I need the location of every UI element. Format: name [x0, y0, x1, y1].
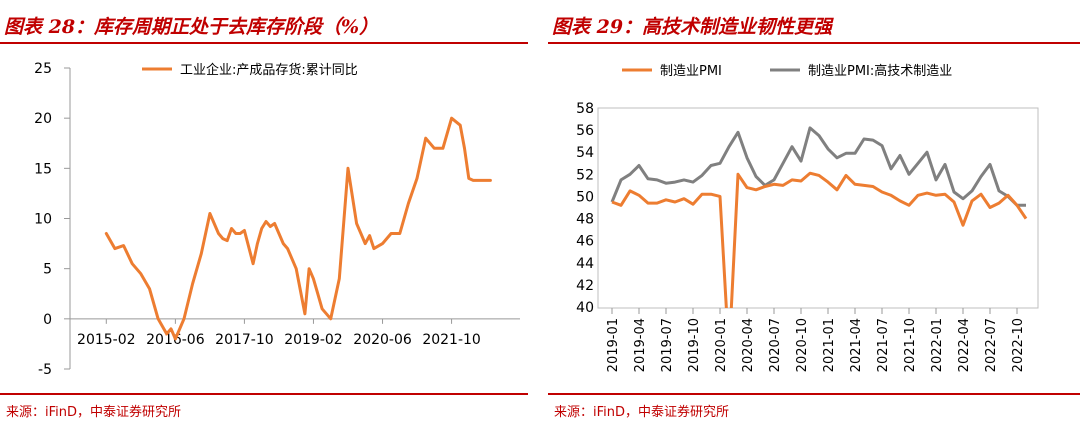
source-note: 来源：iFinD，中泰证券研究所: [554, 405, 730, 420]
source-divider: [0, 393, 528, 395]
y-tick-label: 5: [43, 262, 52, 278]
y-tick-label: 52: [576, 167, 594, 183]
title-divider: [0, 42, 528, 44]
source-divider: [548, 393, 1080, 395]
x-tick-label: 2020-10: [795, 318, 810, 372]
plot-frame: [597, 107, 1039, 309]
y-tick-label: 10: [34, 212, 52, 228]
x-tick-label: 2021-10: [903, 318, 918, 372]
x-tick-label: 2021-07: [876, 318, 891, 372]
series-line-hightech-pmi: [610, 126, 1026, 207]
x-tick-label: 2020-01: [714, 318, 729, 372]
y-tick-label: 46: [576, 234, 594, 250]
x-tick-label: 2022-10: [1011, 318, 1026, 372]
series-line-manufacturing-pmi: [611, 171, 1028, 308]
y-tick-label: 50: [576, 189, 594, 205]
y-tick-label: 48: [576, 212, 594, 228]
y-tick-label: -5: [38, 362, 52, 378]
y-tick-label: 58: [576, 101, 594, 117]
right-chart-panel: 图表 29：高技术制造业韧性更强 40 42 44 46 48 50 52 54 56 58 201…: [548, 0, 1080, 425]
y-tick-label: 42: [576, 278, 594, 294]
y-tick-label: 44: [576, 256, 594, 272]
source-note: 来源：iFinD，中泰证券研究所: [6, 405, 182, 420]
x-tick-label: 2021-04: [849, 318, 864, 372]
x-tick-label: 2019-10: [687, 318, 702, 372]
y-tick-label: 0: [43, 312, 52, 328]
x-tick-label: 2019-07: [660, 318, 675, 372]
x-tick-label: 2021-10: [422, 332, 481, 348]
x-tick-label: 2022-04: [957, 318, 972, 372]
x-tick-label: 2020-04: [741, 318, 756, 372]
legend-label: 制造业PMI: [660, 64, 722, 79]
chart-title: 图表 29：高技术制造业韧性更强: [552, 16, 833, 38]
y-tick-label: 25: [34, 61, 52, 77]
y-tick-label: 56: [576, 123, 594, 139]
x-tick-label: 2020-06: [353, 332, 412, 348]
series-line-inventory-yoy: [104, 116, 492, 341]
legend-label: 制造业PMI:高技术制造业: [808, 63, 952, 79]
x-tick-label: 2019-02: [284, 332, 343, 348]
x-tick-label: 2022-07: [984, 318, 999, 372]
left-chart-panel: 图表 28：库存周期正处于去库存阶段（%） -5 0 5 10 15 20 25 2015-0…: [0, 0, 528, 425]
pmi-line-chart: 40 42 44 46 48 50 52 54 56 58 2019-01 2019-04 2019-0…: [576, 63, 1039, 372]
x-tick-label: 2020-07: [768, 318, 783, 372]
x-tick-label: 2021-01: [822, 318, 837, 372]
y-tick-label: 40: [576, 300, 594, 316]
title-divider: [548, 42, 1080, 44]
y-tick-label: 54: [576, 145, 594, 161]
y-tick-label: 20: [34, 111, 52, 127]
x-tick-label: 2015-02: [77, 332, 136, 348]
x-tick-label: 2022-01: [930, 318, 945, 372]
chart-title: 图表 28：库存周期正处于去库存阶段（%）: [4, 16, 379, 38]
legend-label: 工业企业:产成品存货:累计同比: [180, 62, 358, 78]
x-tick-label: 2017-10: [215, 332, 274, 348]
x-tick-label: 2019-04: [633, 318, 648, 372]
y-tick-label: 15: [34, 161, 52, 177]
x-tick-label: 2019-01: [606, 318, 621, 372]
